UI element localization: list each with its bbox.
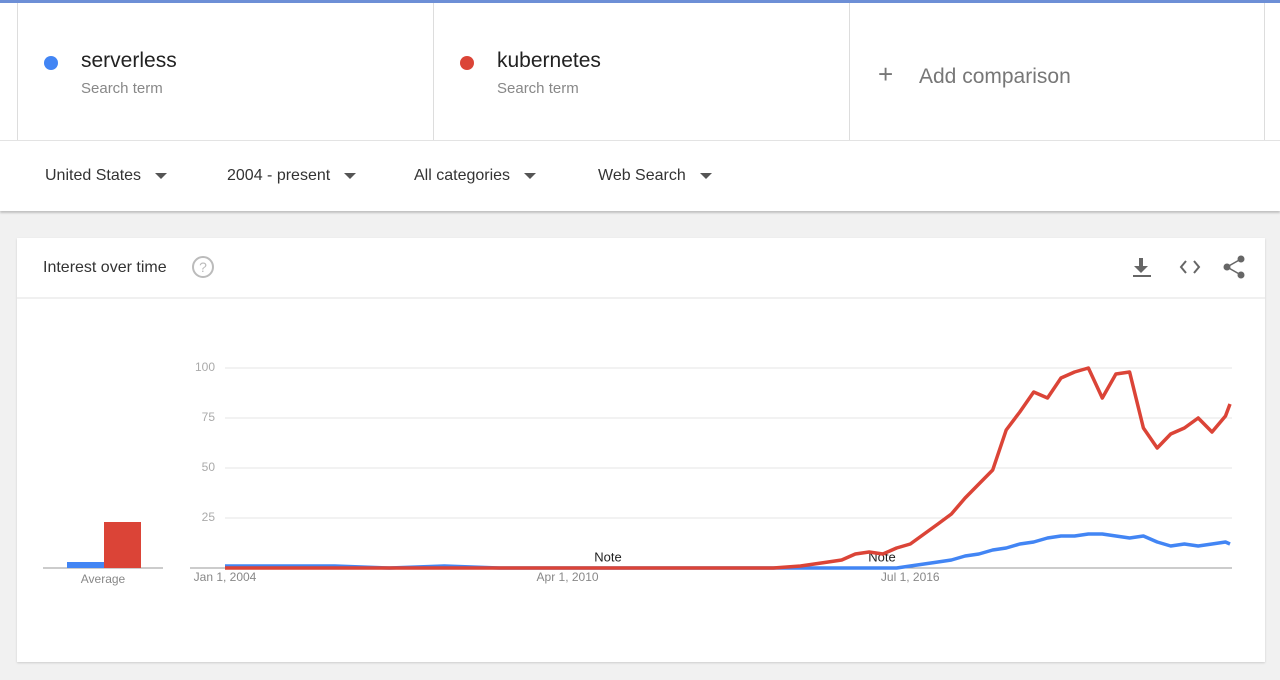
- add-label: Add comparison: [919, 65, 1071, 88]
- x-tick-label: Jan 1, 2004: [194, 570, 257, 584]
- term-name: serverless: [81, 49, 177, 72]
- term-card[interactable]: kubernetes Search term: [433, 3, 849, 140]
- share-icon[interactable]: [1223, 255, 1245, 279]
- embed-icon[interactable]: [1179, 260, 1201, 274]
- filter[interactable]: All categories: [414, 167, 536, 185]
- panel-title: Interest over time: [43, 259, 167, 276]
- y-tick-label: 100: [195, 360, 215, 374]
- term-type: Search term: [81, 80, 163, 97]
- series-line: [225, 532, 1231, 570]
- average-bar: [67, 562, 104, 568]
- download-icon[interactable]: [1133, 258, 1151, 277]
- term-card[interactable]: serverless Search term: [17, 3, 433, 140]
- annotation: Note: [594, 549, 621, 564]
- term-name: kubernetes: [497, 49, 601, 72]
- y-tick-label: 25: [202, 510, 216, 524]
- filter[interactable]: 2004 - present: [227, 167, 356, 185]
- average-label: Average: [81, 572, 126, 586]
- plus-icon: +: [878, 59, 894, 89]
- series-line: [225, 366, 1232, 570]
- term-type: Search term: [497, 80, 579, 97]
- x-tick-label: Apr 1, 2010: [537, 570, 599, 584]
- y-tick-label: 50: [202, 460, 216, 474]
- filter[interactable]: Web Search: [598, 167, 712, 185]
- term-dot: [460, 56, 474, 70]
- x-tick-label: Jul 1, 2016: [881, 570, 940, 584]
- filter[interactable]: United States: [45, 167, 167, 185]
- chart-panel: [17, 238, 1265, 662]
- comparison-bar: serverless Search term kubernetes Search…: [0, 0, 1280, 140]
- filter-bar: United States 2004 - present All categor…: [0, 140, 1280, 211]
- term-dot: [44, 56, 58, 70]
- average-bar: [104, 522, 141, 568]
- help-icon[interactable]: ?: [192, 256, 214, 278]
- y-tick-label: 75: [202, 410, 216, 424]
- svg-text:?: ?: [199, 259, 207, 275]
- add-comparison[interactable]: + Add comparison: [849, 3, 1265, 140]
